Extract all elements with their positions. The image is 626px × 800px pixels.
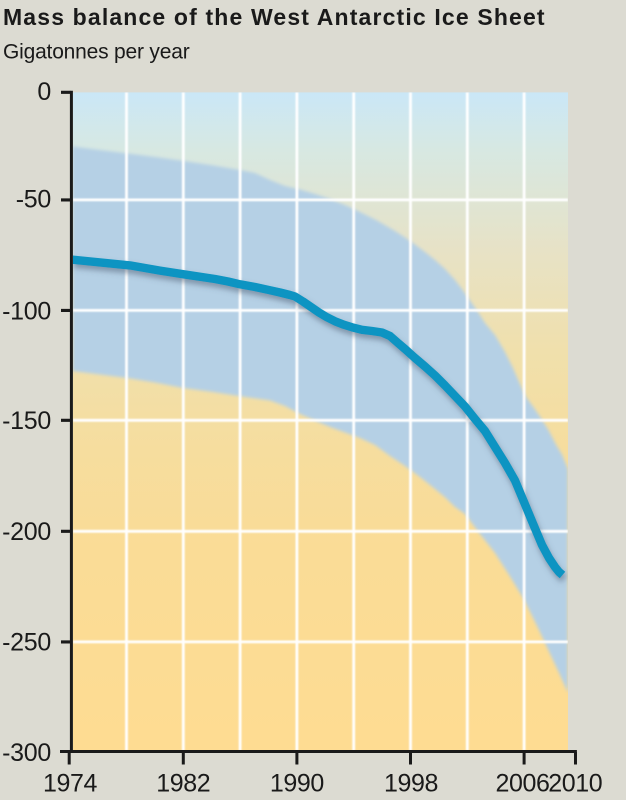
svg-text:-100: -100 [2, 298, 51, 326]
svg-text:2006: 2006 [495, 770, 549, 798]
svg-text:-300: -300 [2, 739, 51, 767]
svg-text:-150: -150 [2, 407, 51, 435]
svg-text:0: 0 [37, 78, 51, 106]
svg-text:Gigatonnes per year: Gigatonnes per year [3, 40, 190, 63]
svg-text:2010: 2010 [548, 770, 602, 798]
svg-text:Mass balance of the West Antar: Mass balance of the West Antarctic Ice S… [3, 4, 546, 30]
svg-text:1990: 1990 [270, 770, 324, 798]
svg-text:1998: 1998 [384, 770, 438, 798]
svg-text:-200: -200 [2, 518, 51, 546]
svg-text:-250: -250 [2, 629, 51, 657]
svg-text:1974: 1974 [43, 770, 98, 798]
svg-text:1982: 1982 [156, 770, 210, 798]
svg-text:-50: -50 [16, 186, 51, 214]
